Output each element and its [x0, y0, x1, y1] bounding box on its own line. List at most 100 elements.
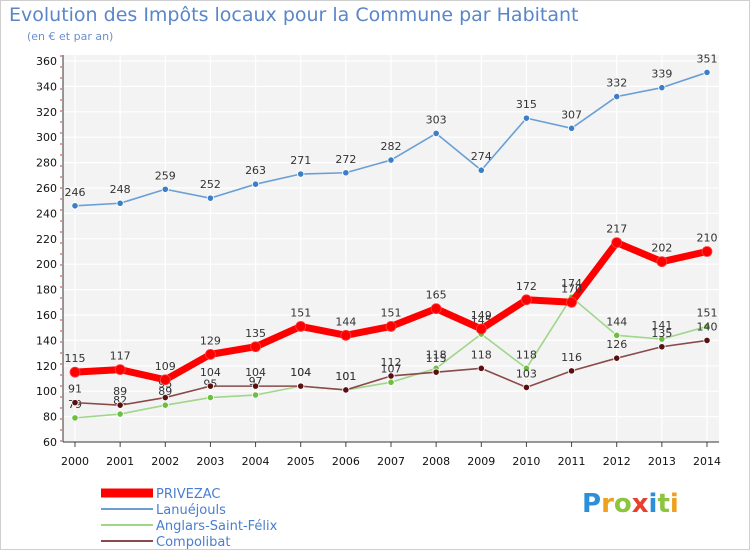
data-point-lanuejouls: [432, 129, 440, 137]
data-point-privezac: [430, 303, 442, 315]
data-label-lanuejouls: 259: [155, 169, 176, 182]
data-point-lanuejouls: [116, 199, 124, 207]
data-label-lanuejouls: 272: [335, 153, 356, 166]
data-label-compolibat: 89: [113, 385, 127, 398]
data-label-compolibat: 115: [426, 352, 447, 365]
data-point-anglars-saint-felix: [387, 378, 395, 386]
data-label-lanuejouls: 271: [290, 154, 311, 167]
data-point-anglars-saint-felix: [161, 401, 169, 409]
chart-title: Evolution des Impôts locaux pour la Comm…: [9, 4, 579, 26]
y-tick-label: 260: [36, 182, 57, 195]
logo-letter: P: [582, 489, 602, 519]
logo-letter: t: [657, 489, 670, 519]
data-label-privezac: 115: [65, 352, 86, 365]
data-label-anglars-saint-felix: 141: [651, 319, 672, 332]
data-point-compolibat: [477, 364, 485, 372]
data-point-compolibat: [658, 343, 666, 351]
data-label-lanuejouls: 303: [426, 113, 447, 126]
data-point-anglars-saint-felix: [251, 391, 260, 399]
logo-letter: r: [601, 489, 614, 519]
y-tick-label: 160: [36, 309, 57, 322]
y-tick-label: 220: [36, 233, 57, 246]
data-label-compolibat: 103: [516, 367, 537, 380]
data-point-privezac: [159, 374, 171, 386]
y-tick-label: 80: [43, 411, 57, 424]
y-tick-label: 60: [43, 436, 57, 449]
data-point-lanuejouls: [658, 84, 666, 92]
data-label-lanuejouls: 307: [561, 108, 582, 121]
data-label-compolibat: 140: [697, 320, 718, 333]
logo-letter: i: [669, 489, 679, 519]
x-tick-label: 2006: [332, 455, 360, 468]
data-label-anglars-saint-felix: 144: [606, 315, 627, 328]
data-point-lanuejouls: [206, 194, 215, 202]
y-tick-label: 180: [36, 284, 57, 297]
data-point-compolibat: [432, 368, 440, 376]
data-label-lanuejouls: 263: [245, 164, 266, 177]
data-point-lanuejouls: [703, 68, 711, 77]
data-label-lanuejouls: 246: [65, 186, 86, 199]
data-point-compolibat: [206, 382, 215, 390]
data-point-anglars-saint-felix: [71, 414, 79, 422]
data-point-lanuejouls: [387, 156, 395, 164]
data-point-anglars-saint-felix: [658, 335, 666, 343]
data-label-lanuejouls: 351: [697, 52, 718, 65]
data-point-privezac: [205, 348, 216, 360]
data-label-anglars-saint-felix: 118: [426, 348, 447, 361]
y-tick-label: 200: [36, 258, 57, 271]
y-tick-label: 360: [36, 55, 57, 68]
data-label-privezac: 210: [697, 232, 718, 245]
data-point-privezac: [656, 256, 668, 268]
x-tick-label: 2010: [512, 455, 540, 468]
x-tick-label: 2013: [648, 455, 676, 468]
x-tick-label: 2007: [377, 455, 405, 468]
y-tick-label: 280: [36, 157, 57, 170]
data-point-compolibat: [387, 372, 395, 380]
data-point-compolibat: [342, 386, 350, 394]
data-point-lanuejouls: [522, 114, 531, 122]
logo-letter: i: [648, 489, 658, 519]
data-label-anglars-saint-felix: 104: [290, 366, 311, 379]
data-label-privezac: 144: [335, 315, 356, 328]
y-tick-label: 320: [36, 106, 57, 119]
data-label-compolibat: 116: [561, 351, 582, 364]
data-label-compolibat: 118: [471, 348, 492, 361]
data-label-privezac: 117: [110, 350, 131, 363]
data-label-anglars-saint-felix: 107: [381, 362, 402, 375]
data-point-lanuejouls: [567, 124, 576, 132]
data-point-privezac: [611, 237, 623, 249]
data-point-lanuejouls: [251, 180, 260, 188]
legend-label: Anglars-Saint-Félix: [156, 519, 278, 534]
data-point-compolibat: [161, 393, 169, 402]
data-label-compolibat: 135: [651, 327, 672, 340]
x-tick-label: 2011: [558, 455, 586, 468]
data-label-lanuejouls: 248: [110, 183, 131, 196]
data-point-privezac: [295, 321, 307, 332]
data-point-anglars-saint-felix: [522, 364, 531, 372]
data-label-privezac: 172: [516, 280, 537, 293]
data-label-privezac: 217: [606, 223, 627, 236]
legend-label: PRIVEZAC: [156, 487, 220, 502]
data-label-privezac: 129: [200, 334, 221, 347]
data-point-privezac: [521, 294, 532, 306]
data-label-privezac: 151: [381, 306, 402, 319]
data-label-privezac: 135: [245, 327, 266, 340]
data-label-compolibat: 104: [200, 366, 221, 379]
data-label-compolibat: 104: [245, 366, 266, 379]
data-label-anglars-saint-felix: 101: [335, 370, 356, 383]
x-tick-label: 2005: [287, 455, 315, 468]
y-tick-label: 300: [36, 131, 57, 144]
data-point-privezac: [340, 329, 352, 341]
y-tick-label: 120: [36, 360, 57, 373]
x-tick-label: 2000: [61, 455, 89, 468]
data-label-privezac: 170: [561, 282, 582, 295]
data-label-compolibat: 126: [606, 338, 627, 351]
data-point-lanuejouls: [613, 92, 621, 101]
data-label-privezac: 202: [651, 242, 672, 255]
data-label-lanuejouls: 332: [606, 77, 627, 90]
x-tick-label: 2014: [693, 455, 721, 468]
data-label-lanuejouls: 315: [516, 98, 537, 111]
data-point-lanuejouls: [161, 185, 169, 193]
